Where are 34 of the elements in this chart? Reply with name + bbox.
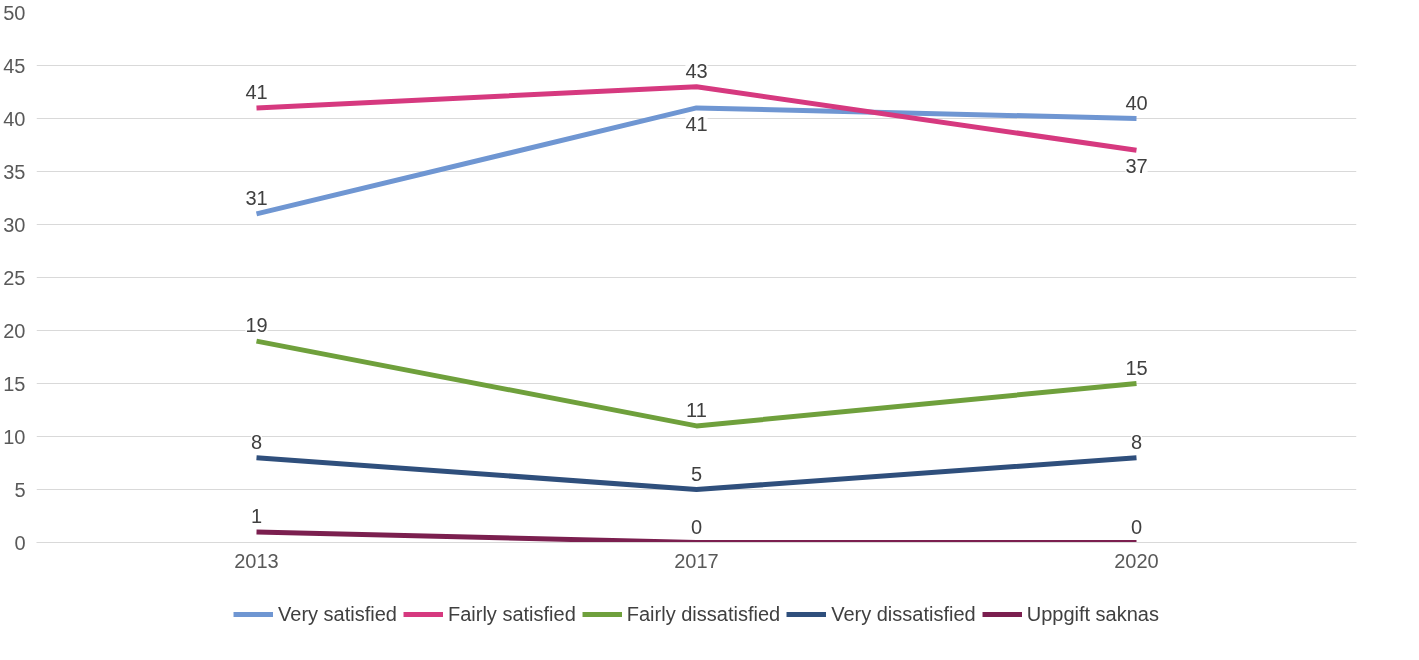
y-tick-label: 10 [3,425,26,448]
y-tick-label: 25 [3,266,26,289]
data-label: 41 [245,80,268,103]
legend-label: Very dissatisfied [831,602,976,626]
x-tick-label: 2013 [234,549,279,572]
data-label: 5 [690,462,703,485]
data-label: 19 [245,314,268,337]
y-tick-label: 40 [3,107,26,130]
y-tick-label: 15 [3,372,26,395]
data-label: 40 [1125,91,1148,114]
data-label: 11 [686,398,707,421]
y-tick-label: 45 [3,54,26,77]
x-tick-label: 2020 [1114,549,1159,572]
legend-label: Very satisfied [278,602,397,626]
y-tick-label: 0 [14,531,26,554]
y-tick-label: 20 [3,319,26,342]
x-tick-label: 2017 [674,549,719,572]
y-tick-label: 5 [14,478,26,501]
data-label: 41 [685,112,708,135]
data-label: 43 [685,59,708,82]
data-label: 31 [245,186,268,209]
legend-label: Uppgift saknas [1026,602,1159,626]
data-label: 0 [690,515,703,538]
y-tick-label: 50 [3,1,26,24]
data-label: 8 [1130,430,1143,453]
legend-label: Fairly dissatisfied [626,602,781,626]
data-label: 0 [1130,515,1143,538]
data-label: 37 [1125,155,1148,178]
y-tick-label: 30 [3,213,26,236]
data-label: 1 [250,504,263,527]
y-tick-label: 35 [3,160,26,183]
data-label: 8 [250,430,263,453]
data-label: 15 [1125,356,1148,379]
legend-label: Fairly satisfied [447,602,576,626]
